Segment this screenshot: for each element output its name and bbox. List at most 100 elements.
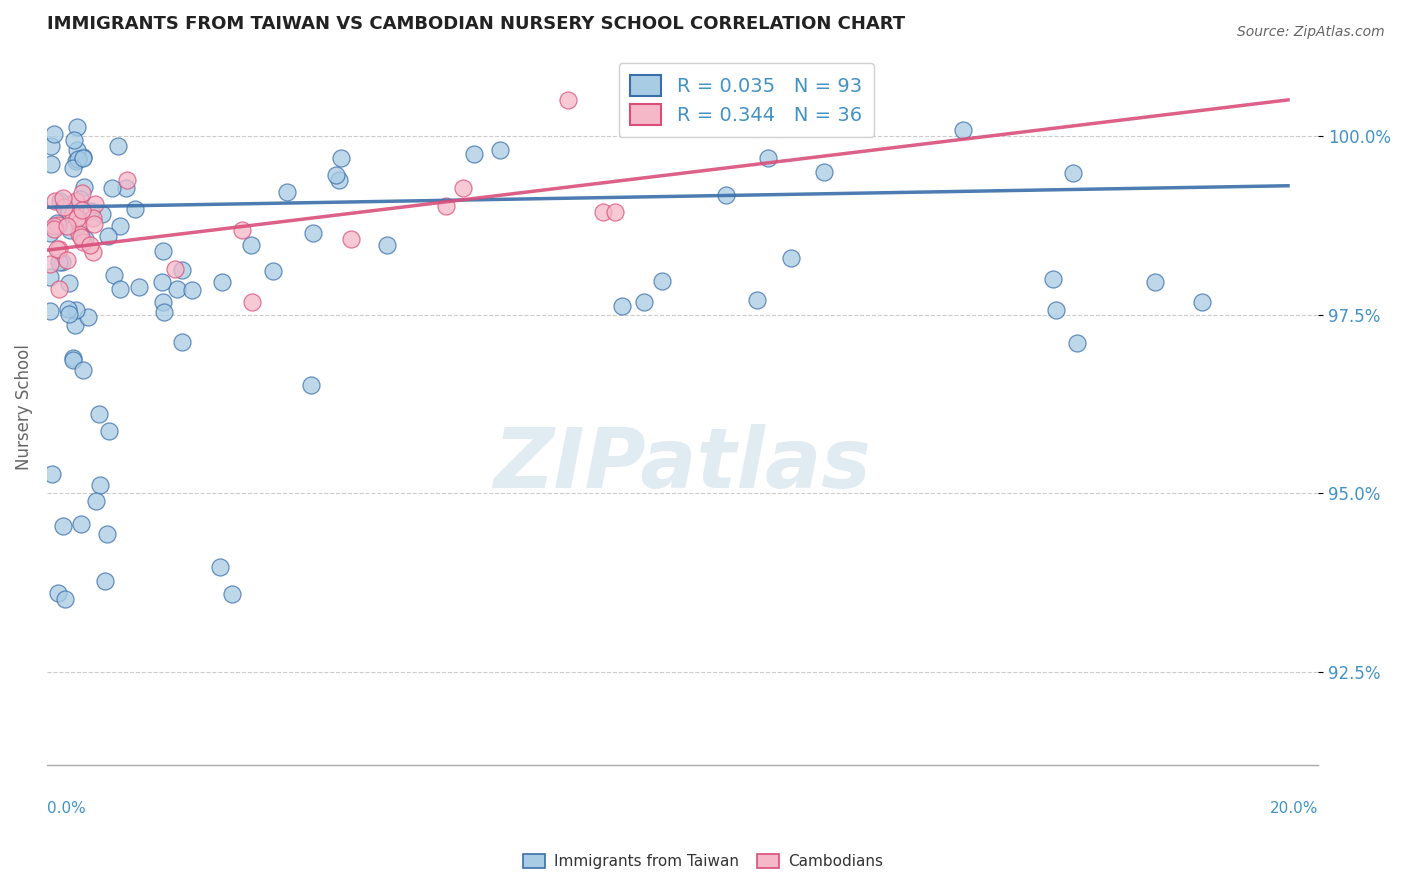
Point — [48, 242, 70, 256]
Point — [124, 202, 146, 216]
Point — [46, 242, 69, 256]
Point — [56, 252, 79, 267]
Point — [66, 143, 89, 157]
Point — [328, 172, 350, 186]
Point — [39, 256, 62, 270]
Point — [89, 477, 111, 491]
Point — [181, 283, 204, 297]
Point — [51, 518, 73, 533]
Point — [52, 191, 75, 205]
Point — [63, 318, 86, 332]
Point — [39, 139, 62, 153]
Point — [1066, 336, 1088, 351]
Point — [128, 279, 150, 293]
Point — [211, 275, 233, 289]
Point — [108, 219, 131, 233]
Text: Source: ZipAtlas.com: Source: ZipAtlas.com — [1237, 25, 1385, 39]
Point — [84, 197, 107, 211]
Point — [65, 302, 87, 317]
Point — [67, 227, 90, 241]
Point — [59, 223, 82, 237]
Point — [302, 226, 325, 240]
Point — [58, 307, 80, 321]
Point — [150, 275, 173, 289]
Point — [56, 219, 79, 233]
Text: IMMIGRANTS FROM TAIWAN VS CAMBODIAN NURSERY SCHOOL CORRELATION CHART: IMMIGRANTS FROM TAIWAN VS CAMBODIAN NURS… — [46, 15, 905, 33]
Point — [83, 218, 105, 232]
Point — [952, 122, 974, 136]
Point — [53, 200, 76, 214]
Point — [39, 270, 62, 285]
Point — [39, 157, 62, 171]
Point — [152, 244, 174, 258]
Point — [39, 304, 62, 318]
Text: 20.0%: 20.0% — [1270, 801, 1319, 816]
Point — [44, 194, 66, 208]
Point — [67, 216, 90, 230]
Point — [152, 294, 174, 309]
Point — [651, 274, 673, 288]
Point — [633, 295, 655, 310]
Point — [91, 207, 114, 221]
Point — [72, 151, 94, 165]
Point — [463, 146, 485, 161]
Point — [72, 186, 94, 200]
Point — [62, 133, 84, 147]
Point — [451, 180, 474, 194]
Point — [1144, 275, 1167, 289]
Point — [1191, 295, 1213, 310]
Point — [48, 282, 70, 296]
Point — [66, 211, 89, 225]
Point — [557, 93, 579, 107]
Point — [69, 230, 91, 244]
Point — [239, 237, 262, 252]
Point — [84, 493, 107, 508]
Point — [69, 193, 91, 207]
Point — [42, 219, 65, 234]
Point — [48, 255, 70, 269]
Point — [231, 223, 253, 237]
Point — [166, 282, 188, 296]
Point — [1062, 166, 1084, 180]
Point — [58, 277, 80, 291]
Point — [82, 244, 104, 259]
Point — [62, 207, 84, 221]
Point — [70, 202, 93, 217]
Point — [1042, 272, 1064, 286]
Point — [1045, 302, 1067, 317]
Point — [77, 310, 100, 324]
Point — [73, 179, 96, 194]
Point — [114, 180, 136, 194]
Point — [72, 150, 94, 164]
Point — [115, 173, 138, 187]
Point — [153, 304, 176, 318]
Point — [65, 194, 87, 208]
Point — [612, 299, 634, 313]
Legend: Immigrants from Taiwan, Cambodians: Immigrants from Taiwan, Cambodians — [517, 847, 889, 875]
Point — [48, 194, 70, 209]
Point — [592, 205, 614, 219]
Point — [98, 424, 121, 438]
Point — [716, 188, 738, 202]
Point — [53, 591, 76, 606]
Point — [172, 335, 194, 350]
Point — [69, 226, 91, 240]
Point — [103, 268, 125, 282]
Point — [75, 232, 97, 246]
Point — [72, 235, 94, 250]
Point — [42, 222, 65, 236]
Point — [745, 293, 768, 308]
Y-axis label: Nursery School: Nursery School — [15, 344, 32, 470]
Point — [46, 586, 69, 600]
Point — [67, 152, 90, 166]
Point — [87, 407, 110, 421]
Point — [96, 527, 118, 541]
Point — [221, 587, 243, 601]
Point — [79, 238, 101, 252]
Point — [65, 154, 87, 169]
Point — [330, 151, 353, 165]
Point — [299, 378, 322, 392]
Point — [375, 238, 398, 252]
Point — [779, 251, 801, 265]
Point — [172, 263, 194, 277]
